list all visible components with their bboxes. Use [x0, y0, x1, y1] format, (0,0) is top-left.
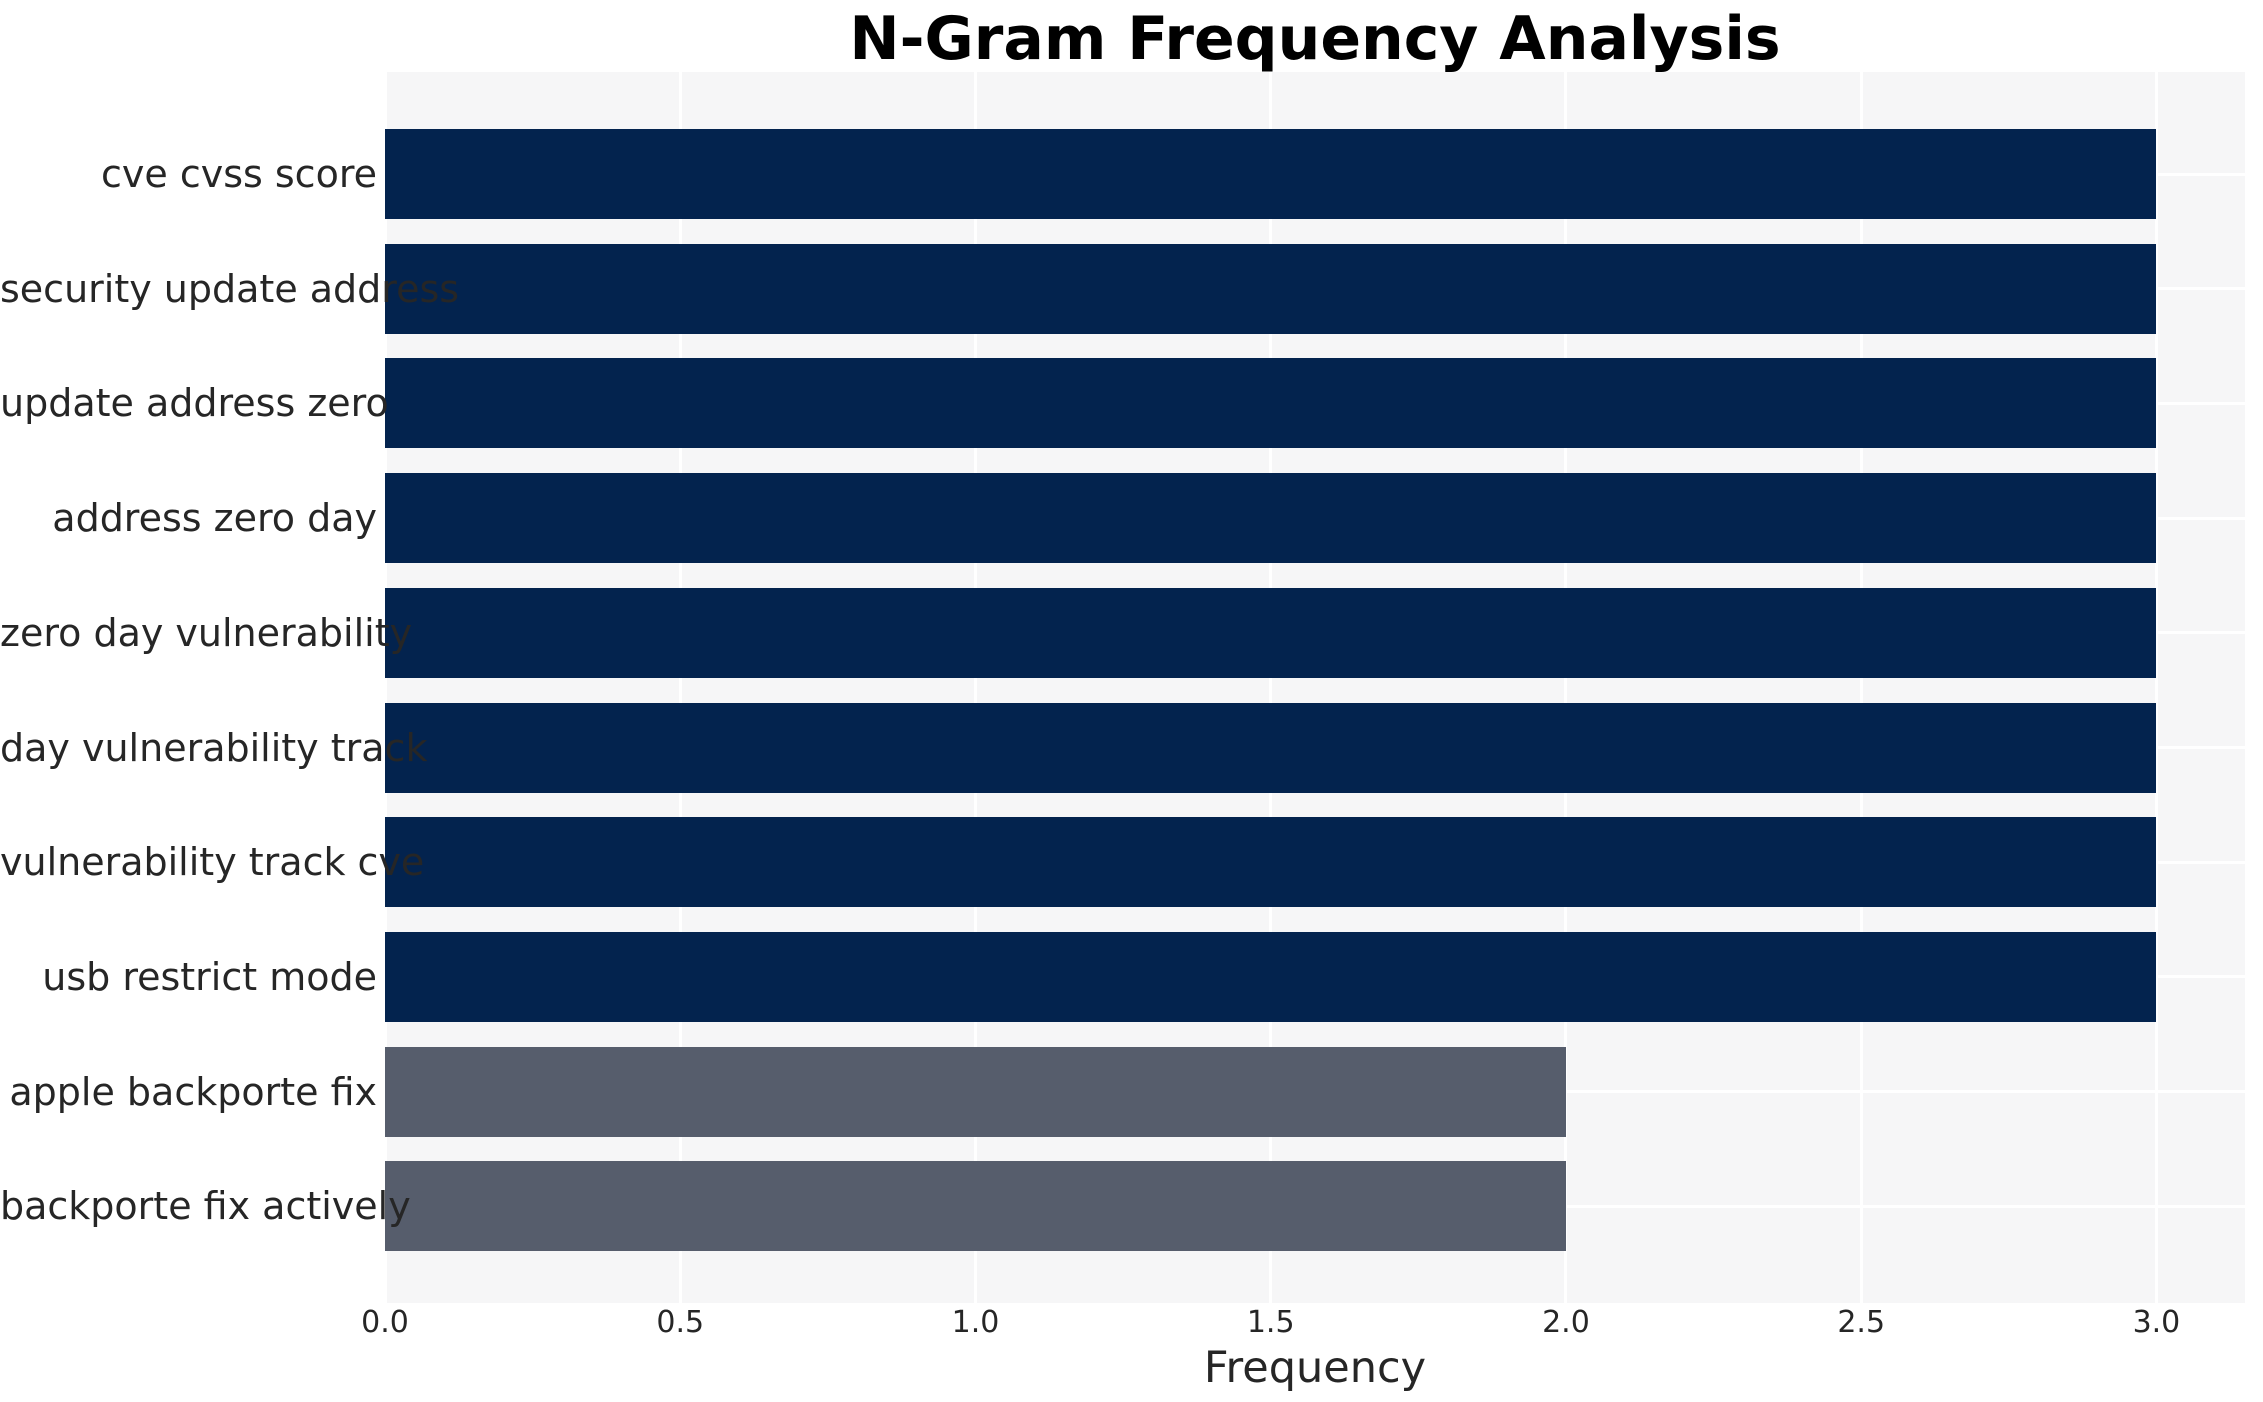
bar	[385, 817, 2157, 908]
gridline-vertical	[973, 72, 977, 1303]
y-tick-label: security update address	[0, 266, 460, 311]
x-tick-label: 1.0	[951, 1305, 1000, 1340]
y-tick-label: backporte fix actively	[0, 1184, 411, 1229]
gridline-vertical	[1564, 72, 1568, 1303]
bar	[385, 702, 2157, 793]
y-tick-label: cve cvss score	[100, 152, 377, 196]
bar	[385, 931, 2157, 1022]
bar	[385, 129, 2157, 219]
y-axis-labels: cve cvss score security update address upd…	[0, 0, 460, 1402]
x-tick-label: 1.5	[1246, 1305, 1295, 1340]
bar	[385, 1046, 1566, 1137]
y-tick-label: update address zero	[0, 381, 389, 426]
y-tick-label: apple backporte fix	[9, 1069, 377, 1114]
x-tick-label: 0.5	[656, 1305, 705, 1340]
gridline-vertical	[385, 72, 387, 1303]
y-tick-label: day vulnerability track	[0, 725, 428, 770]
bar	[385, 243, 2157, 334]
chart-title: N-Gram Frequency Analysis	[849, 4, 1781, 74]
x-axis-title: Frequency	[1203, 1343, 1427, 1393]
gridline-vertical	[1859, 72, 1863, 1303]
gridline-vertical	[2154, 72, 2158, 1303]
bar	[385, 1161, 1566, 1252]
x-tick-label: 2.0	[1542, 1305, 1590, 1340]
y-tick-label: usb restrict mode	[42, 954, 377, 999]
plot-area	[385, 72, 2245, 1303]
y-tick-label: zero day vulnerability	[0, 610, 413, 655]
bar	[385, 587, 2157, 678]
y-tick-label: vulnerability track cve	[0, 840, 425, 885]
x-tick-label: 2.5	[1837, 1305, 1886, 1340]
gridline-vertical	[1269, 72, 1273, 1303]
gridline-vertical	[678, 72, 682, 1303]
x-tick-label: 3.0	[2132, 1305, 2181, 1340]
y-tick-label: address zero day	[52, 496, 377, 541]
bar	[385, 473, 2157, 564]
bar	[385, 358, 2157, 449]
